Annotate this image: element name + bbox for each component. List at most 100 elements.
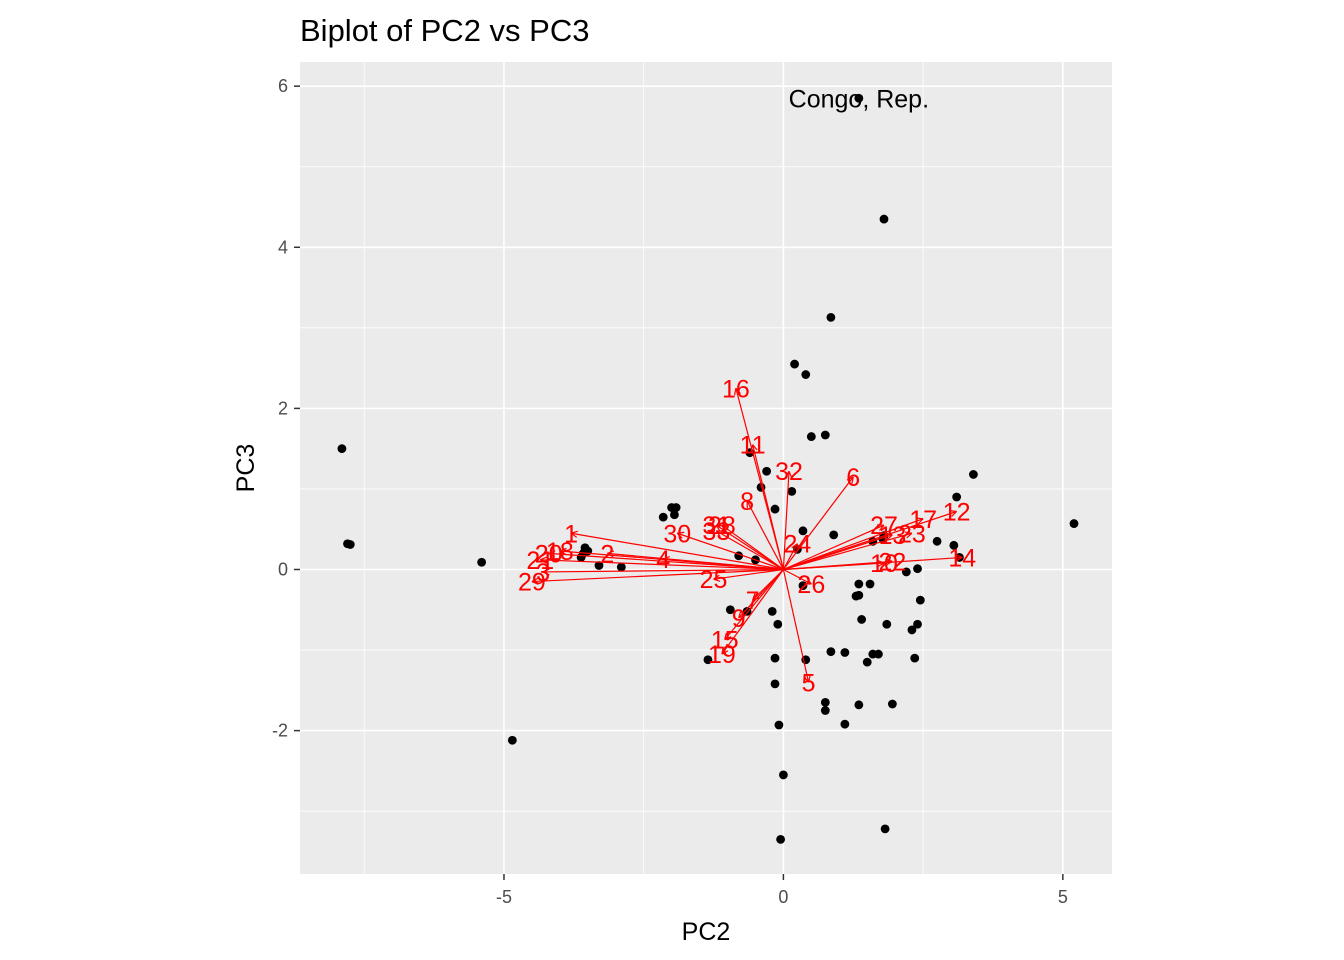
arrow-head [885, 558, 893, 563]
y-tick-label: 0 [278, 560, 288, 580]
loading-arrow [783, 534, 893, 571]
arrow-head [721, 524, 729, 528]
loading-arrow [724, 569, 784, 640]
x-tick-label: 5 [1058, 887, 1068, 907]
data-point [879, 214, 889, 224]
loading-arrow [783, 568, 812, 585]
loading-label: 8 [740, 488, 754, 516]
data-point [840, 719, 850, 729]
arrow-head [746, 500, 754, 506]
arrow-head [851, 476, 854, 484]
arrow-head [676, 532, 683, 539]
loading-label: 29 [518, 569, 546, 597]
arrow-head [542, 571, 550, 576]
arrow-head [715, 524, 721, 532]
data-point [865, 579, 875, 589]
arrow-head [949, 510, 957, 513]
arrow-head [716, 524, 724, 527]
x-tick-label: 0 [778, 887, 788, 907]
data-point [887, 699, 897, 709]
arrow-head [548, 552, 556, 558]
data-point [820, 706, 830, 715]
data-point [820, 698, 830, 707]
y-tick-label: 6 [278, 76, 288, 96]
data-point [915, 595, 925, 605]
arrow-head [713, 574, 720, 580]
loading-arrow [570, 532, 784, 571]
x-axis-title: PC2 [682, 918, 731, 946]
data-point [725, 605, 735, 615]
arrow-head [559, 547, 567, 552]
loading-label: 15 [711, 627, 739, 655]
loading-label: 33 [702, 518, 730, 546]
loading-label: 1 [564, 520, 578, 548]
loading-label: 17 [909, 506, 937, 534]
arrow-head [904, 531, 913, 534]
loading-label: 12 [943, 499, 971, 527]
loading-arrow [716, 530, 784, 571]
data-point [854, 93, 864, 103]
loading-label: 11 [740, 432, 766, 460]
loading-label: 18 [546, 538, 574, 566]
y-axis-ticks: -2 0 2 4 6 [272, 76, 300, 741]
loading-arrow [746, 500, 784, 570]
loading-arrow [548, 552, 784, 571]
arrow-head [906, 532, 913, 539]
data-point [670, 510, 679, 520]
arrow-head [724, 636, 732, 641]
data-point [862, 657, 872, 667]
data-point [829, 530, 839, 540]
data-point [776, 834, 786, 844]
loading-label: 27 [870, 512, 898, 540]
data-point [806, 432, 816, 441]
loading-arrow [782, 543, 798, 570]
point-label: Congo, Rep. [789, 85, 929, 113]
loading-arrow [783, 532, 913, 571]
data-point [874, 649, 883, 659]
data-point [507, 735, 517, 745]
y-tick-label: -2 [272, 721, 288, 741]
loading-label: 20 [535, 540, 563, 568]
data-point [658, 512, 668, 522]
loading-label: 21 [526, 547, 554, 575]
data-point [770, 653, 780, 663]
arrow-head [917, 518, 924, 525]
data-point [345, 540, 355, 549]
data-point [854, 579, 864, 589]
arrow-head [540, 559, 547, 564]
loading-label: 4 [656, 546, 670, 574]
loading-arrow [782, 476, 854, 570]
loading-arrow [677, 532, 784, 571]
arrow-head [885, 533, 893, 536]
arrow-head [878, 524, 885, 531]
data-point [952, 492, 962, 502]
arrow-head [735, 387, 741, 394]
y-tick-label: 2 [278, 398, 288, 418]
data-point [901, 567, 911, 577]
arrow-head [877, 562, 885, 568]
data-point [857, 615, 867, 624]
data-point [949, 540, 959, 550]
data-point [826, 647, 836, 657]
loading-label: 25 [700, 566, 728, 594]
arrow-head [531, 577, 539, 583]
loading-label: 9 [732, 605, 746, 633]
data-point [477, 557, 487, 567]
loading-arrow [721, 569, 784, 655]
data-point [762, 466, 772, 476]
arrow-head [806, 578, 812, 585]
arrow-head [721, 647, 724, 655]
loading-label: 10 [870, 550, 898, 578]
arrow-head [733, 388, 737, 396]
arrow-head [886, 534, 893, 541]
arrow-head [886, 560, 893, 566]
arrow-head [785, 470, 790, 478]
arrow-head [570, 532, 578, 538]
data-point [671, 503, 681, 512]
chart-title: Biplot of PC2 vs PC3 [300, 13, 589, 48]
loading-label: 5 [802, 669, 816, 697]
data-point [910, 653, 920, 663]
arrow-head [955, 556, 963, 562]
loading-label: 23 [898, 520, 926, 548]
